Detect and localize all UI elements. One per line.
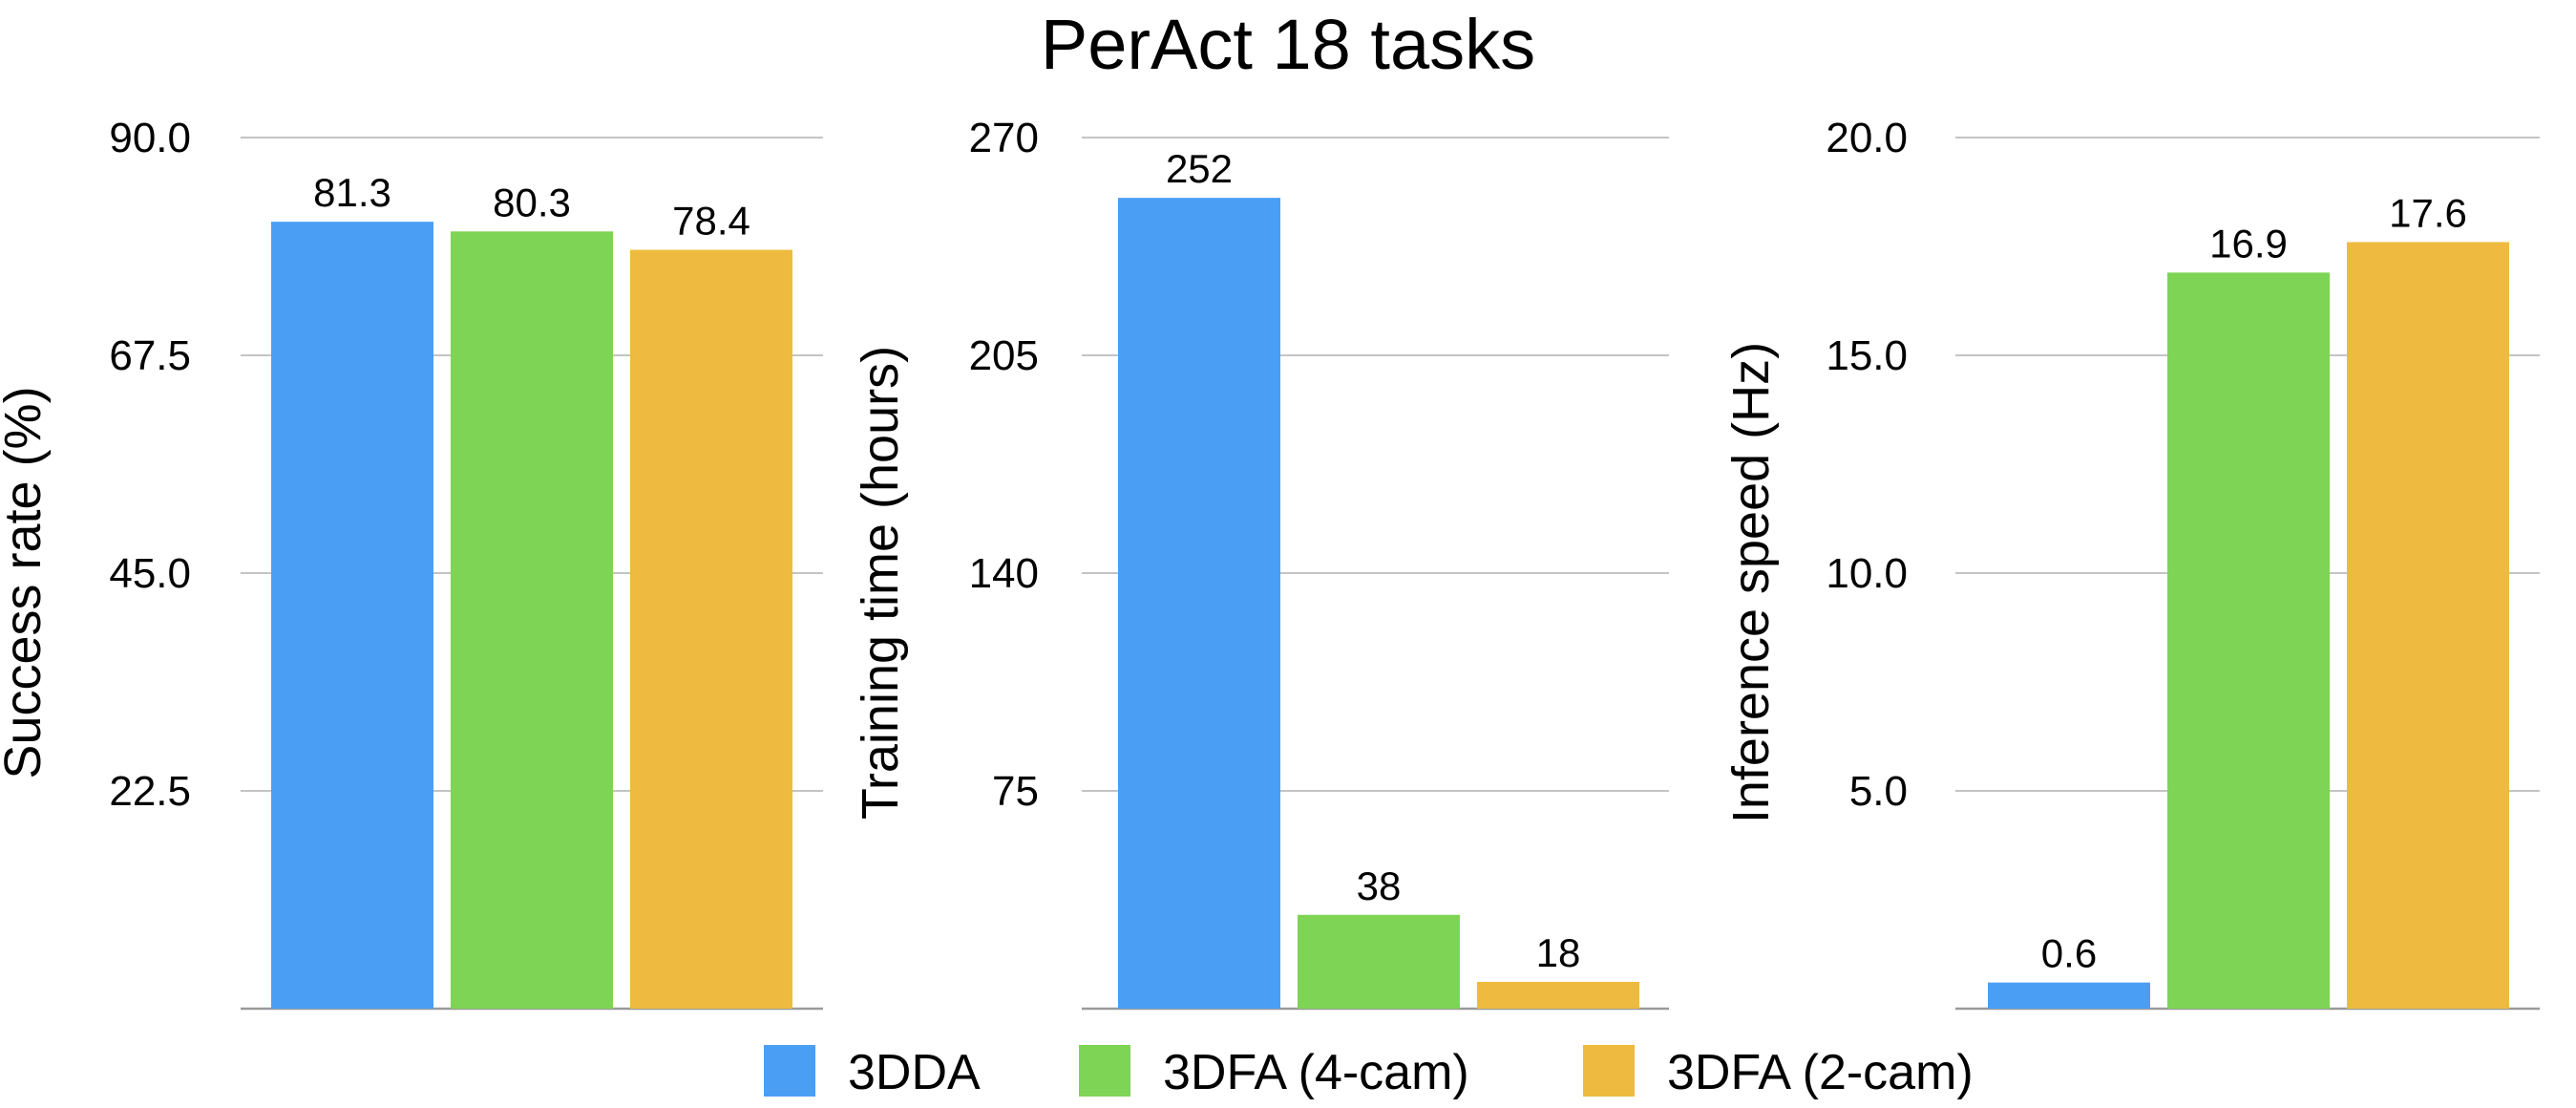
chart-panel-3: 5.0 10.0 15.0 20.0 Inference speed (Hz) 0.6 16…	[1722, 115, 2540, 1011]
y-axis-label: Inference speed (Hz)	[1722, 342, 1780, 823]
y-tick-label: 67.5	[109, 332, 191, 379]
data-label: 252	[1166, 146, 1233, 191]
legend-label: 3DDA	[848, 1045, 981, 1100]
data-label: 0.6	[2041, 931, 2097, 976]
data-label: 80.3	[493, 180, 571, 224]
legend-swatch	[1079, 1045, 1130, 1097]
chart-panel-2: 75 140 205 270 Training time (hours) 252 38 18	[852, 115, 1669, 1011]
bar-3dda	[1988, 982, 2150, 1009]
bar-3dfa-4-cam	[2167, 272, 2330, 1009]
y-tick-label: 5.0	[1849, 768, 1908, 815]
chart-title: PerAct 18 tasks	[1041, 5, 1535, 84]
bar-3dfa-2-cam	[1477, 981, 1639, 1009]
bar-3dfa-2-cam	[630, 249, 792, 1010]
data-label: 18	[1536, 930, 1581, 975]
bar-3dfa-4-cam	[451, 231, 613, 1009]
chart-panel-1: 22.5 45.0 67.5 90.0 Success rate (%) 81.3 80.3…	[0, 115, 823, 1011]
bar-3dfa-4-cam	[1298, 914, 1460, 1009]
y-tick-label: 270	[969, 115, 1039, 161]
y-tick-label: 10.0	[1826, 550, 1908, 597]
chart-panels: 22.5 45.0 67.5 90.0 Success rate (%) 81.3 80.3…	[0, 115, 2540, 1011]
y-axis-label: Training time (hours)	[852, 346, 909, 820]
y-tick-label: 205	[969, 332, 1039, 379]
legend-label: 3DFA (2-cam)	[1667, 1045, 1974, 1100]
data-label: 78.4	[672, 199, 750, 244]
legend: 3DDA 3DFA (4-cam) 3DFA (2-cam)	[764, 1045, 1974, 1100]
y-tick-label: 22.5	[109, 768, 191, 815]
y-tick-label: 15.0	[1826, 332, 1908, 379]
legend-swatch	[764, 1045, 815, 1097]
y-tick-label: 90.0	[109, 115, 191, 161]
legend-swatch	[1583, 1045, 1635, 1097]
data-label: 81.3	[313, 170, 391, 215]
y-tick-label: 20.0	[1826, 115, 1908, 161]
y-tick-label: 75	[992, 768, 1039, 815]
y-tick-label: 45.0	[109, 550, 191, 597]
data-label: 38	[1357, 863, 1402, 908]
data-label: 16.9	[2209, 221, 2288, 266]
bar-3dda	[271, 222, 433, 1009]
bar-3dfa-2-cam	[2347, 242, 2509, 1009]
bar-3dda	[1118, 198, 1280, 1010]
data-label: 17.6	[2389, 190, 2467, 235]
legend-label: 3DFA (4-cam)	[1163, 1045, 1469, 1100]
y-axis-label: Success rate (%)	[0, 386, 52, 778]
y-tick-label: 140	[969, 550, 1039, 597]
